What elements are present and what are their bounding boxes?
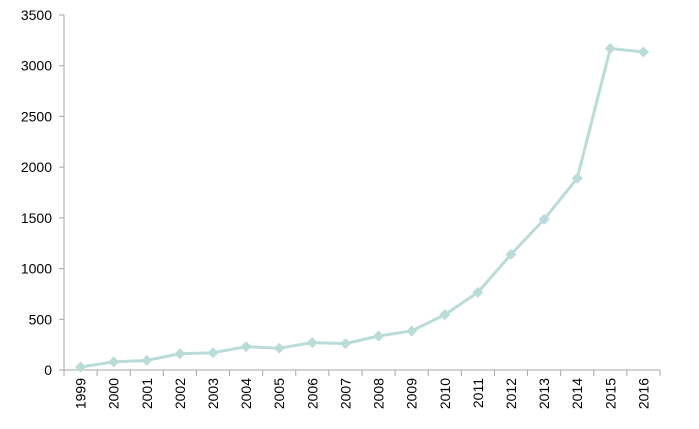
data-point-marker xyxy=(571,172,583,184)
x-tick-label: 2007 xyxy=(337,378,353,409)
data-point-marker xyxy=(207,347,219,359)
x-tick-label: 2011 xyxy=(470,378,486,408)
data-point-marker xyxy=(604,42,616,54)
series-line xyxy=(80,46,644,369)
x-tick-label: 1999 xyxy=(73,378,89,409)
data-point-marker xyxy=(538,213,550,225)
x-tick-label: 2004 xyxy=(238,378,254,409)
x-tick-label: 2001 xyxy=(139,378,155,409)
x-tick-label: 2012 xyxy=(503,378,519,409)
x-tick-label: 2002 xyxy=(172,378,188,409)
x-tick-label: 2010 xyxy=(437,378,453,409)
x-tick-label: 2006 xyxy=(304,378,320,409)
y-tick-label: 500 xyxy=(29,311,53,327)
x-tick-label: 2016 xyxy=(635,378,651,409)
y-tick-label: 2000 xyxy=(21,159,52,175)
data-point-marker xyxy=(637,46,649,58)
data-point-marker xyxy=(472,286,484,298)
data-point-marker xyxy=(505,248,517,260)
data-point-marker xyxy=(108,356,120,368)
data-point-marker xyxy=(174,348,186,360)
data-point-marker xyxy=(75,361,87,373)
x-tick-label: 2003 xyxy=(205,378,221,409)
y-tick-label: 1000 xyxy=(21,261,52,277)
x-tick-label: 2013 xyxy=(536,378,552,409)
data-point-marker xyxy=(339,338,351,350)
data-point-marker xyxy=(306,337,318,349)
y-tick-label: 3000 xyxy=(21,58,52,74)
y-tick-label: 3500 xyxy=(21,7,52,23)
data-point-marker xyxy=(439,309,451,321)
x-tick-label: 2005 xyxy=(271,378,287,409)
data-point-marker xyxy=(141,354,153,366)
data-point-marker xyxy=(240,341,252,353)
x-tick-label: 2015 xyxy=(602,378,618,409)
x-tick-label: 2000 xyxy=(106,378,122,409)
x-axis: 1999 2000 2001 2002 2003 2004 2005 2006 2007 2008… xyxy=(63,369,661,409)
y-tick-label: 1500 xyxy=(21,210,52,226)
data-point-marker xyxy=(273,342,285,354)
series-group xyxy=(75,42,649,373)
y-axis: 0 500 1000 1500 2000 2500 3000 3500 xyxy=(21,7,65,378)
data-point-marker xyxy=(373,330,385,342)
y-tick-label: 0 xyxy=(44,362,52,378)
x-tick-label: 2014 xyxy=(569,378,585,409)
data-point-marker xyxy=(406,325,418,337)
x-tick-label: 2008 xyxy=(371,378,387,409)
y-tick-label: 2500 xyxy=(21,108,52,124)
x-tick-label: 2009 xyxy=(404,378,420,409)
